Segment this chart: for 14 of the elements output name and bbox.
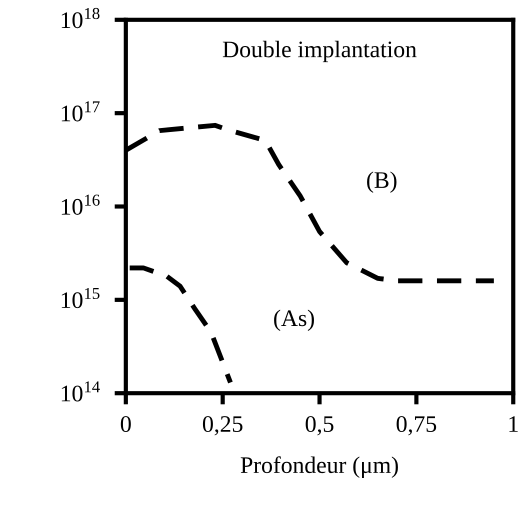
text: (B) <box>367 171 396 193</box>
x-tick-label: 0,25 <box>202 416 242 436</box>
x-tick-label: 1 <box>509 416 518 432</box>
y-tick-label: 10$^{18}$ <box>62 8 100 28</box>
y-tick-label: 10$^{16}$ <box>62 194 100 215</box>
x-tick-label: 0,5 <box>306 416 334 436</box>
y-tick-label: 10$^{15}$ <box>62 288 100 308</box>
x-tick-label: 0,75 <box>396 416 436 436</box>
y-tick-label: 10$^{17}$ <box>62 101 100 122</box>
y-tick-label: 10$^{14}$ <box>62 381 100 402</box>
x-axis-title: Profondeur (μm) <box>240 456 398 478</box>
text: Double implantation <box>222 40 417 62</box>
text: (As) <box>274 310 314 332</box>
x-tick-label: 0 <box>120 416 131 432</box>
